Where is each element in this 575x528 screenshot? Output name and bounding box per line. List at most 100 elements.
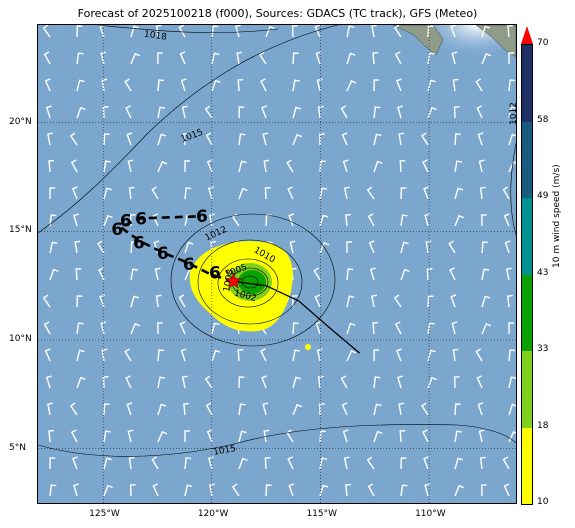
wind-barb <box>454 403 461 416</box>
colorbar-tick-label: 43 <box>537 267 549 278</box>
wind-barb <box>184 241 194 254</box>
wind-barb <box>264 187 271 200</box>
wind-barb <box>206 159 213 173</box>
wind-barb <box>427 322 435 335</box>
tc-symbol: 6 <box>120 212 132 232</box>
wind-barb <box>69 402 78 416</box>
wind-barb <box>343 456 350 470</box>
wind-barb <box>424 483 431 497</box>
wind-barb <box>157 349 165 362</box>
wind-barb <box>292 403 303 416</box>
wind-barb <box>126 132 133 146</box>
wind-barb <box>393 294 402 308</box>
wind-barb <box>423 186 429 200</box>
wind-barb <box>346 322 356 335</box>
wind-barb <box>238 457 248 470</box>
wind-barb <box>100 321 107 335</box>
wind-barb <box>157 322 163 335</box>
wind-barb <box>102 106 109 119</box>
wind-barb <box>125 105 132 119</box>
wind-barb <box>260 348 267 362</box>
wind-barb <box>238 403 246 416</box>
wind-barb <box>346 295 355 308</box>
wind-barb <box>124 348 132 362</box>
wind-barb <box>292 106 302 119</box>
wind-barb <box>454 133 461 146</box>
wind-barb <box>155 294 162 308</box>
colorbar-label: 10 m wind speed (m/s) <box>552 164 562 268</box>
wind-barb <box>101 78 108 92</box>
wind-barb <box>152 213 159 227</box>
wind-barb <box>319 241 330 254</box>
wind-barb <box>346 268 354 281</box>
wind-barb <box>481 25 491 38</box>
wind-barb <box>317 375 324 389</box>
wind-barb <box>373 376 381 389</box>
wind-barb <box>97 240 105 254</box>
colorbar-tick-label: 58 <box>537 114 549 125</box>
baja-peninsula <box>392 25 444 56</box>
wind-barb <box>238 133 246 146</box>
wind-barb <box>368 240 375 254</box>
wind-barb <box>424 213 431 227</box>
wind-barb <box>238 430 247 443</box>
wind-barb <box>237 78 244 92</box>
wind-barb <box>319 214 329 227</box>
wind-barb <box>319 457 328 470</box>
wind-barb <box>204 105 213 119</box>
wind-barb <box>427 349 436 362</box>
wind-barb <box>346 350 357 362</box>
wind-barb <box>479 186 486 200</box>
wind-barb <box>263 429 270 443</box>
wind-barb <box>75 267 82 281</box>
wind-barb <box>286 159 294 173</box>
y-tick-label: 15°N <box>9 225 32 236</box>
wind-barb <box>49 484 57 497</box>
wind-barb <box>454 457 464 470</box>
wind-barb <box>184 187 192 200</box>
wind-barb <box>427 52 435 65</box>
wind-barb <box>502 186 510 200</box>
wind-barb <box>157 430 168 443</box>
wind-barb <box>157 106 166 119</box>
storm-center-star <box>225 272 243 289</box>
wind-barb <box>400 214 408 227</box>
wind-barb <box>76 376 86 389</box>
tc-symbol: 6 <box>133 233 145 253</box>
wind-barb <box>343 186 350 200</box>
wind-barb <box>76 106 86 119</box>
wind-barb <box>316 78 323 92</box>
wind-barb <box>372 321 379 335</box>
wind-barb <box>319 430 327 443</box>
wind-barb <box>231 483 240 497</box>
colorbar-segment <box>522 351 532 428</box>
wind-barb <box>427 106 437 119</box>
wind-barb <box>69 132 78 146</box>
wind-barb <box>209 213 215 227</box>
wind-barb <box>393 25 402 38</box>
wind-barb <box>450 294 457 308</box>
wind-barb <box>451 51 458 65</box>
wind-barb <box>49 268 59 281</box>
wind-barb <box>184 457 192 470</box>
wind-barb <box>450 25 457 38</box>
wind-barb <box>71 186 78 200</box>
isobar-1012-east <box>510 142 516 236</box>
wind-barb <box>98 267 105 281</box>
wind-barb <box>319 133 325 146</box>
wind-barb <box>373 160 383 173</box>
wind-barb <box>47 132 53 146</box>
wind-barb <box>346 241 352 253</box>
wind-barb <box>181 375 188 389</box>
isobar-1010-ring <box>197 239 303 325</box>
x-tick-label: 120°W <box>197 509 229 519</box>
wind-barb <box>451 321 458 335</box>
tc-symbol: 6 <box>111 220 123 240</box>
wind-barb <box>236 51 243 65</box>
wind-barb <box>238 187 248 200</box>
y-tick-label: 20°N <box>9 116 32 127</box>
wind-barb <box>292 52 299 65</box>
wind-barb <box>340 105 348 119</box>
isobar-1015-south <box>38 424 516 457</box>
